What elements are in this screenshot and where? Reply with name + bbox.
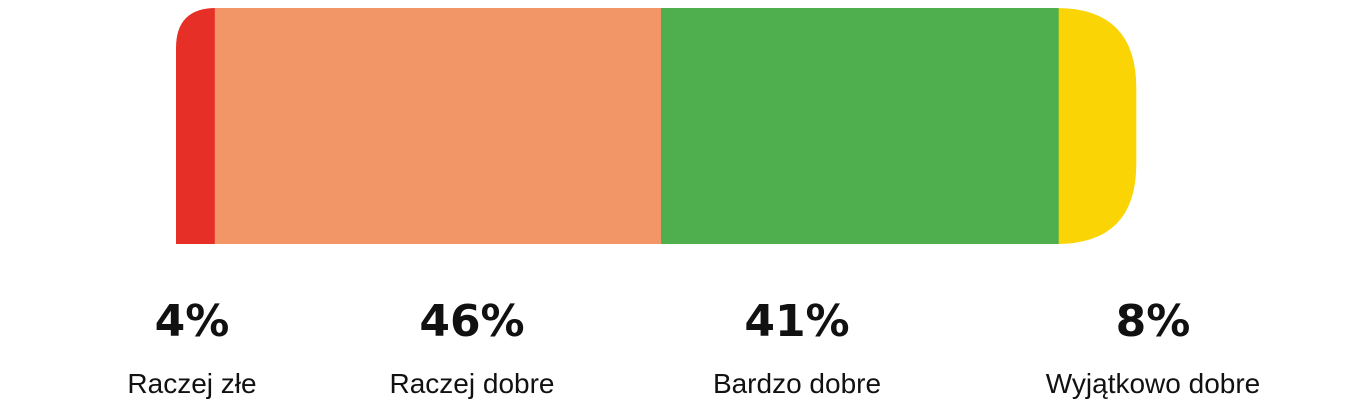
legend-label: Raczej dobre [390, 368, 555, 399]
bar-segment [176, 8, 216, 244]
bar-segment [661, 8, 1060, 244]
legend-label: Bardzo dobre [713, 368, 881, 399]
value-label: 8% [1116, 296, 1191, 347]
bar-segment [1058, 8, 1137, 244]
bar-segment [214, 8, 662, 244]
legend-label: Wyjątkowo dobre [1046, 368, 1261, 399]
bar-group [176, 8, 1137, 244]
legend-label: Raczej złe [127, 368, 256, 399]
value-label: 46% [419, 296, 524, 347]
value-label: 4% [155, 296, 230, 347]
value-label: 41% [744, 296, 849, 347]
